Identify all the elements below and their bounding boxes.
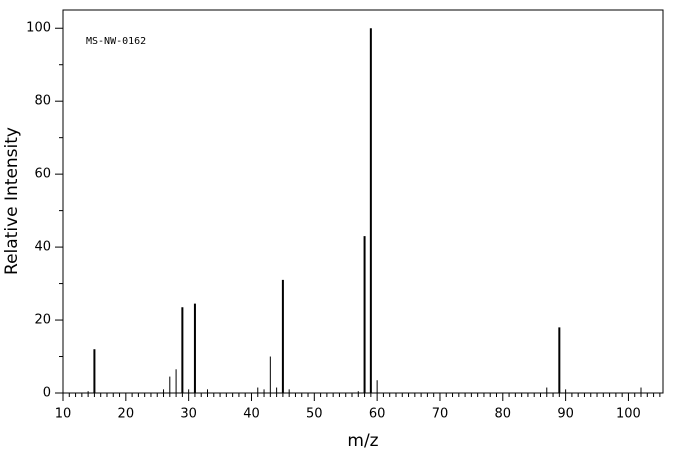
y-axis-label: Relative Intensity [2,127,22,275]
y-tick-label: 40 [34,240,51,255]
y-tick-label: 20 [34,313,51,328]
plot-frame [62,9,664,394]
y-tick-label: 100 [26,21,51,36]
x-tick-label: 60 [369,407,386,422]
x-tick-label: 50 [306,407,323,422]
x-tick-label: 100 [616,407,641,422]
annotation: MS-NW-0162 [86,36,146,47]
y-tick-label: 60 [34,167,51,182]
y-tick-label: 0 [43,386,51,401]
y-tick-label: 80 [34,94,51,109]
x-tick-label: 20 [118,407,135,422]
x-axis-label: m/z [347,431,378,451]
x-tick-label: 40 [243,407,260,422]
x-tick-label: 80 [495,407,512,422]
x-tick-label: 30 [180,407,197,422]
x-tick-label: 70 [432,407,449,422]
x-tick-label: 90 [557,407,574,422]
x-tick-label: 10 [55,407,72,422]
